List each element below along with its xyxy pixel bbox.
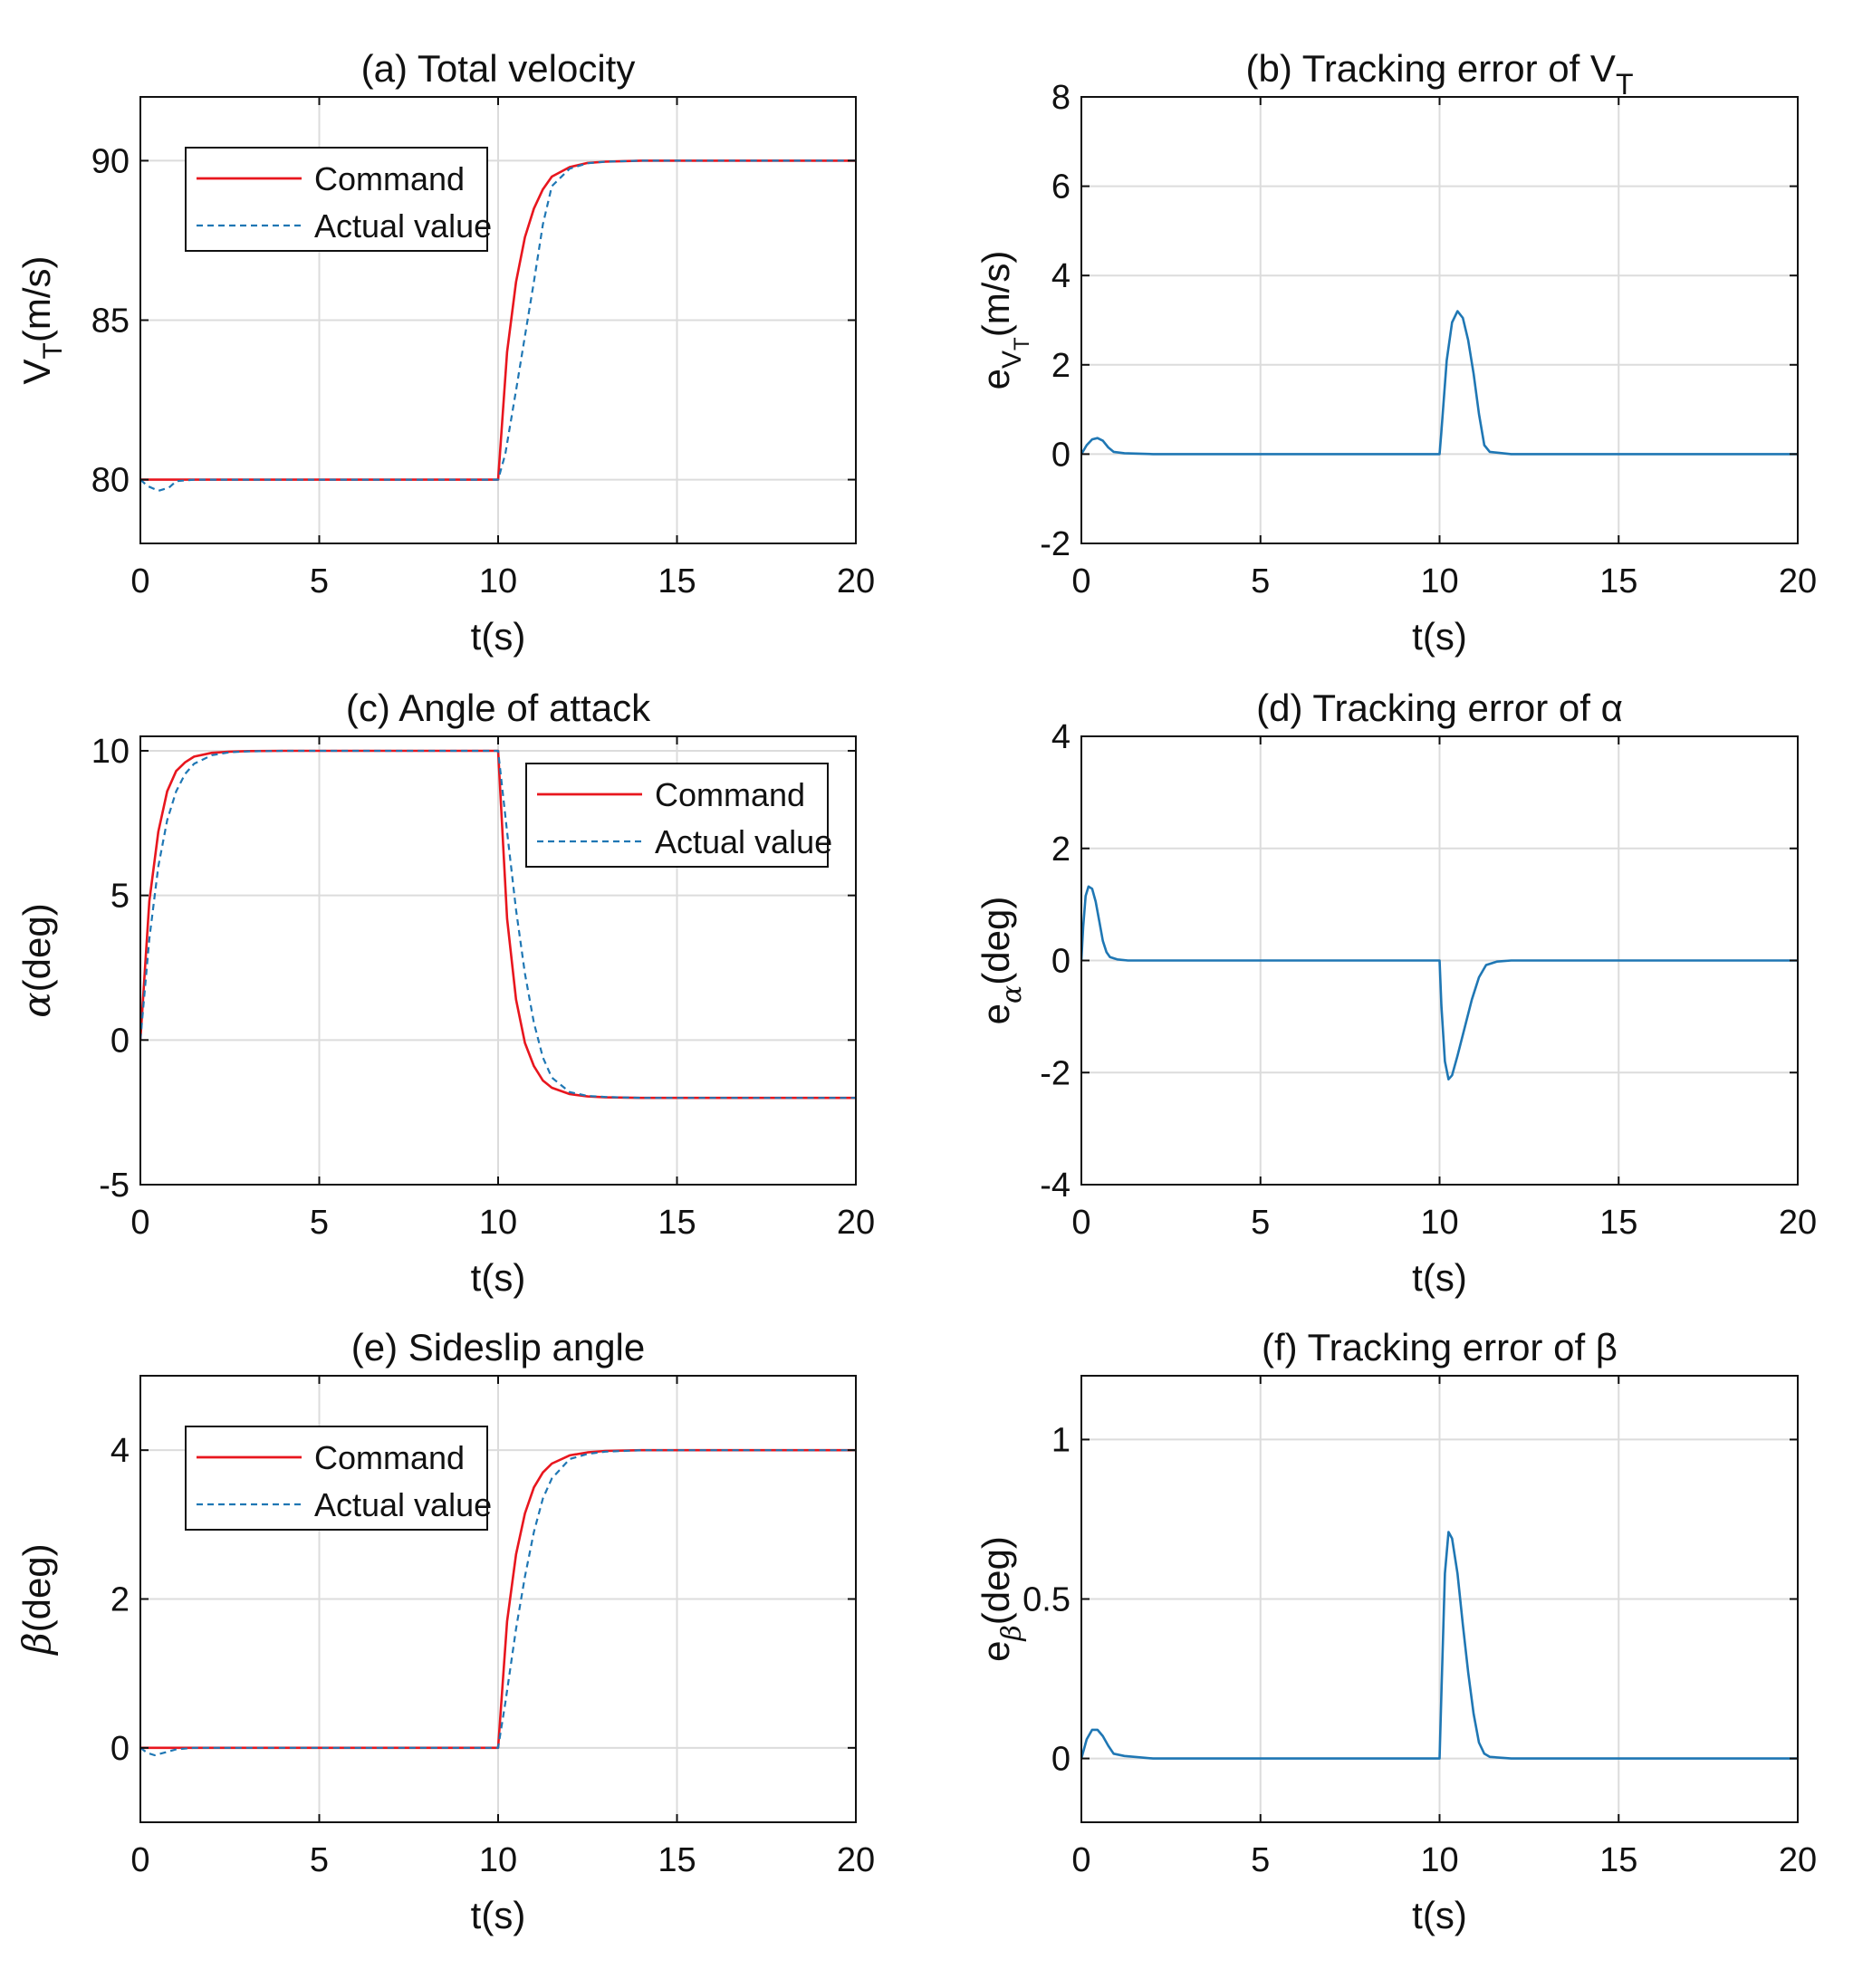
x-axis-label: t(s) xyxy=(471,615,526,658)
panel-title: (c) Angle of attack xyxy=(346,687,651,729)
panel-title: (f) Tracking error of β xyxy=(1262,1326,1618,1369)
x-tick-label: 20 xyxy=(1779,1204,1817,1242)
y-tick-label: 2 xyxy=(1051,831,1071,869)
legend: Command Actual value xyxy=(185,147,492,252)
legend: Command Actual value xyxy=(525,763,832,868)
x-axis-label: t(s) xyxy=(1412,615,1467,658)
x-tick-label: 0 xyxy=(1071,1841,1090,1879)
x-tick-label: 0 xyxy=(130,1841,149,1879)
y-tick-label: 4 xyxy=(110,1432,130,1470)
x-tick-label: 15 xyxy=(658,1841,696,1879)
y-tick-label: -4 xyxy=(1040,1167,1071,1205)
y-tick-label: 1 xyxy=(1051,1421,1071,1459)
panel-d: 0 5 10 15 20 -4 -2 0 2 4 (d) Tracking error of α t(… xyxy=(975,687,1817,1299)
x-tick-label: 5 xyxy=(310,562,329,600)
y-axis-label: eβ(deg) xyxy=(975,1536,1028,1662)
x-tick-label: 10 xyxy=(1420,1841,1458,1879)
x-tick-label: 0 xyxy=(130,1204,149,1242)
x-axis-label: t(s) xyxy=(1412,1894,1467,1936)
y-tick-label: 0 xyxy=(110,1730,130,1768)
series-line-error xyxy=(1081,885,1798,1080)
y-tick-label: -2 xyxy=(1040,1054,1071,1092)
y-tick-label: 80 xyxy=(91,462,130,500)
x-tick-label: 10 xyxy=(1420,1204,1458,1242)
panel-title: (d) Tracking error of α xyxy=(1256,687,1623,729)
x-tick-label: 15 xyxy=(658,1204,696,1242)
panel-f: 0 5 10 15 20 0 0.5 1 (f) Tracking error of β t(s)… xyxy=(975,1326,1817,1936)
panel-title: (e) Sideslip angle xyxy=(351,1326,646,1369)
y-tick-label: 8 xyxy=(1051,79,1071,117)
y-tick-label: 85 xyxy=(91,303,130,341)
y-axis-label: β(deg) xyxy=(14,1543,59,1656)
series-line-error xyxy=(1081,1531,1798,1760)
y-axis-label: eVT(m/s) xyxy=(975,251,1034,390)
panel-a: 0 5 10 15 20 80 85 90 (a) Total velocity t(s) VT(m… xyxy=(15,47,875,658)
y-axis-label: eα(deg) xyxy=(975,897,1028,1025)
y-tick-label: 4 xyxy=(1051,718,1071,756)
x-tick-label: 5 xyxy=(310,1204,329,1242)
x-tick-label: 5 xyxy=(310,1841,329,1879)
y-axis-label: α(deg) xyxy=(14,903,59,1017)
legend-label: Actual value xyxy=(314,1486,492,1523)
x-tick-label: 20 xyxy=(837,1841,875,1879)
y-tick-label: 5 xyxy=(110,878,130,916)
y-tick-label: 0.5 xyxy=(1023,1581,1071,1619)
x-tick-label: 10 xyxy=(479,1841,517,1879)
y-tick-label: 90 xyxy=(91,142,130,180)
y-tick-label: -2 xyxy=(1040,525,1071,563)
y-axis-label: VT(m/s) xyxy=(15,256,68,385)
x-tick-label: 15 xyxy=(1599,562,1637,600)
y-tick-label: 4 xyxy=(1051,257,1071,295)
panel-title: (a) Total velocity xyxy=(361,47,636,90)
x-tick-label: 5 xyxy=(1251,562,1270,600)
panel-title: (b) Tracking error of VT xyxy=(1245,47,1633,101)
legend-label: Command xyxy=(314,160,465,197)
legend-box xyxy=(185,1426,488,1531)
x-tick-label: 20 xyxy=(1779,562,1817,600)
legend-label: Command xyxy=(655,776,805,813)
series-line-actual-value xyxy=(140,1449,856,1757)
y-tick-label: 0 xyxy=(1051,436,1071,474)
x-tick-label: 10 xyxy=(1420,562,1458,600)
y-tick-label: 6 xyxy=(1051,168,1071,206)
legend: Command Actual value xyxy=(185,1426,492,1531)
x-tick-label: 20 xyxy=(837,1204,875,1242)
x-tick-label: 20 xyxy=(837,562,875,600)
series-line-actual-value xyxy=(140,749,856,1100)
y-tick-label: 2 xyxy=(110,1581,130,1619)
x-tick-label: 5 xyxy=(1251,1204,1270,1242)
legend-box xyxy=(525,763,829,868)
x-tick-label: 20 xyxy=(1779,1841,1817,1879)
x-tick-label: 10 xyxy=(479,562,517,600)
legend-box xyxy=(185,147,488,252)
panel-e: 0 5 10 15 20 0 2 4 (e) Sideslip angle t(s) β(deg) C… xyxy=(14,1326,875,1936)
y-tick-label: -5 xyxy=(99,1167,130,1205)
x-tick-label: 15 xyxy=(1599,1204,1637,1242)
x-axis-label: t(s) xyxy=(1412,1256,1467,1299)
y-tick-label: 0 xyxy=(1051,943,1071,981)
x-tick-label: 15 xyxy=(658,562,696,600)
x-tick-label: 5 xyxy=(1251,1841,1270,1879)
x-tick-label: 0 xyxy=(130,562,149,600)
y-tick-label: 2 xyxy=(1051,347,1071,385)
x-tick-label: 15 xyxy=(1599,1841,1637,1879)
x-tick-label: 0 xyxy=(1071,1204,1090,1242)
legend-label: Actual value xyxy=(655,823,832,860)
legend-label: Actual value xyxy=(314,207,492,245)
y-tick-label: 10 xyxy=(91,733,130,771)
x-axis-label: t(s) xyxy=(471,1256,526,1299)
x-tick-label: 10 xyxy=(479,1204,517,1242)
y-tick-label: 0 xyxy=(1051,1741,1071,1779)
series-line-error xyxy=(1081,310,1798,456)
y-tick-label: 0 xyxy=(110,1022,130,1060)
legend-label: Command xyxy=(314,1439,465,1476)
x-axis-label: t(s) xyxy=(471,1894,526,1936)
x-tick-label: 0 xyxy=(1071,562,1090,600)
